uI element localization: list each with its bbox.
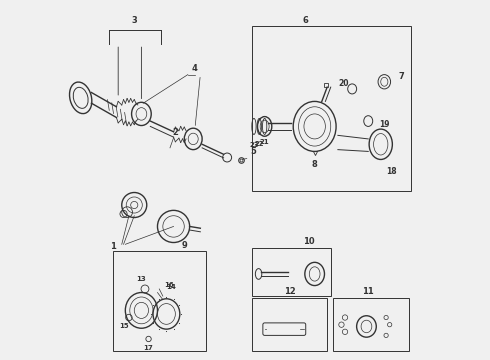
Text: 16: 16 [165, 282, 174, 288]
Bar [113, 251, 206, 351]
Text: 14: 14 [167, 284, 176, 290]
Bar [252, 298, 327, 351]
Text: 10: 10 [303, 237, 315, 246]
Text: 1: 1 [110, 242, 116, 251]
Text: 23: 23 [249, 143, 259, 148]
Text: 15: 15 [119, 323, 128, 329]
Text: 9: 9 [181, 240, 187, 249]
Bar [252, 248, 331, 296]
Text: 11: 11 [363, 287, 374, 296]
Bar [333, 298, 409, 351]
Text: 21: 21 [260, 139, 270, 145]
Text: 8: 8 [312, 160, 318, 169]
Bar [252, 26, 411, 191]
Text: 5: 5 [250, 147, 256, 156]
Text: 19: 19 [379, 120, 390, 129]
Text: 7: 7 [398, 72, 404, 81]
Text: 20: 20 [338, 79, 348, 88]
Text: 2: 2 [172, 128, 178, 137]
Text: 6: 6 [303, 15, 309, 24]
Text: 18: 18 [386, 167, 397, 176]
Text: 13: 13 [137, 276, 147, 282]
Text: 4: 4 [192, 64, 198, 73]
Text: 3: 3 [131, 15, 137, 24]
Text: 17: 17 [144, 345, 153, 351]
Text: 22: 22 [254, 141, 264, 147]
Text: 12: 12 [284, 287, 295, 296]
